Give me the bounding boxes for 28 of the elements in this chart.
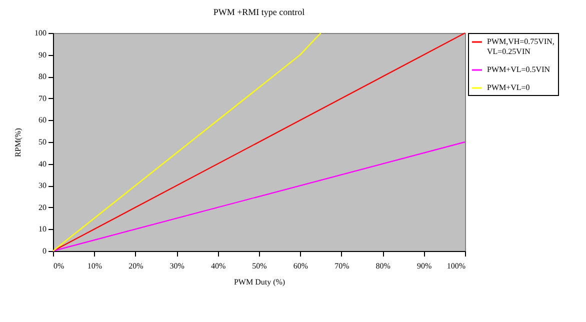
y-tick-label: 80 (38, 72, 46, 82)
x-tick-label: 90% (416, 262, 432, 270)
chart-title: PWM +RMI type control (213, 7, 306, 17)
y-tick-label: 70 (38, 94, 46, 103)
legend-label: PWM+VL=0 (487, 83, 530, 92)
x-tick-label: 80% (376, 262, 391, 270)
legend-label: PWM,VH=0.75VIN, VL=0.25VIN (487, 37, 554, 56)
y-axis-title: RPM(%) (14, 128, 22, 157)
y-tick-label: 0 (42, 246, 46, 256)
x-axis-title: PWM Duty (%) (234, 278, 286, 286)
x-tick-label: 40% (210, 262, 226, 270)
x-tick-label: 100% (446, 262, 466, 270)
x-tick-label: 70% (334, 262, 350, 270)
y-tick-label: 60 (38, 116, 46, 125)
x-tick-label: 10% (87, 262, 102, 270)
y-tick-label: 10 (38, 224, 46, 234)
x-tick-label: 30% (170, 262, 185, 270)
legend-label: PWM+VL=0.5VIN (487, 65, 550, 74)
x-tick-label: 50% (252, 262, 268, 270)
y-tick-label: 90 (38, 50, 46, 60)
y-tick-label: 50 (38, 138, 46, 146)
y-tick-label: 100 (34, 28, 46, 38)
x-tick-label: 0% (54, 262, 64, 270)
x-tick-label: 20% (128, 262, 144, 270)
y-tick-label: 20 (38, 202, 46, 212)
y-tick-label: 40 (38, 159, 46, 168)
y-tick-label: 30 (38, 181, 46, 190)
x-tick-label: 60% (293, 262, 308, 270)
